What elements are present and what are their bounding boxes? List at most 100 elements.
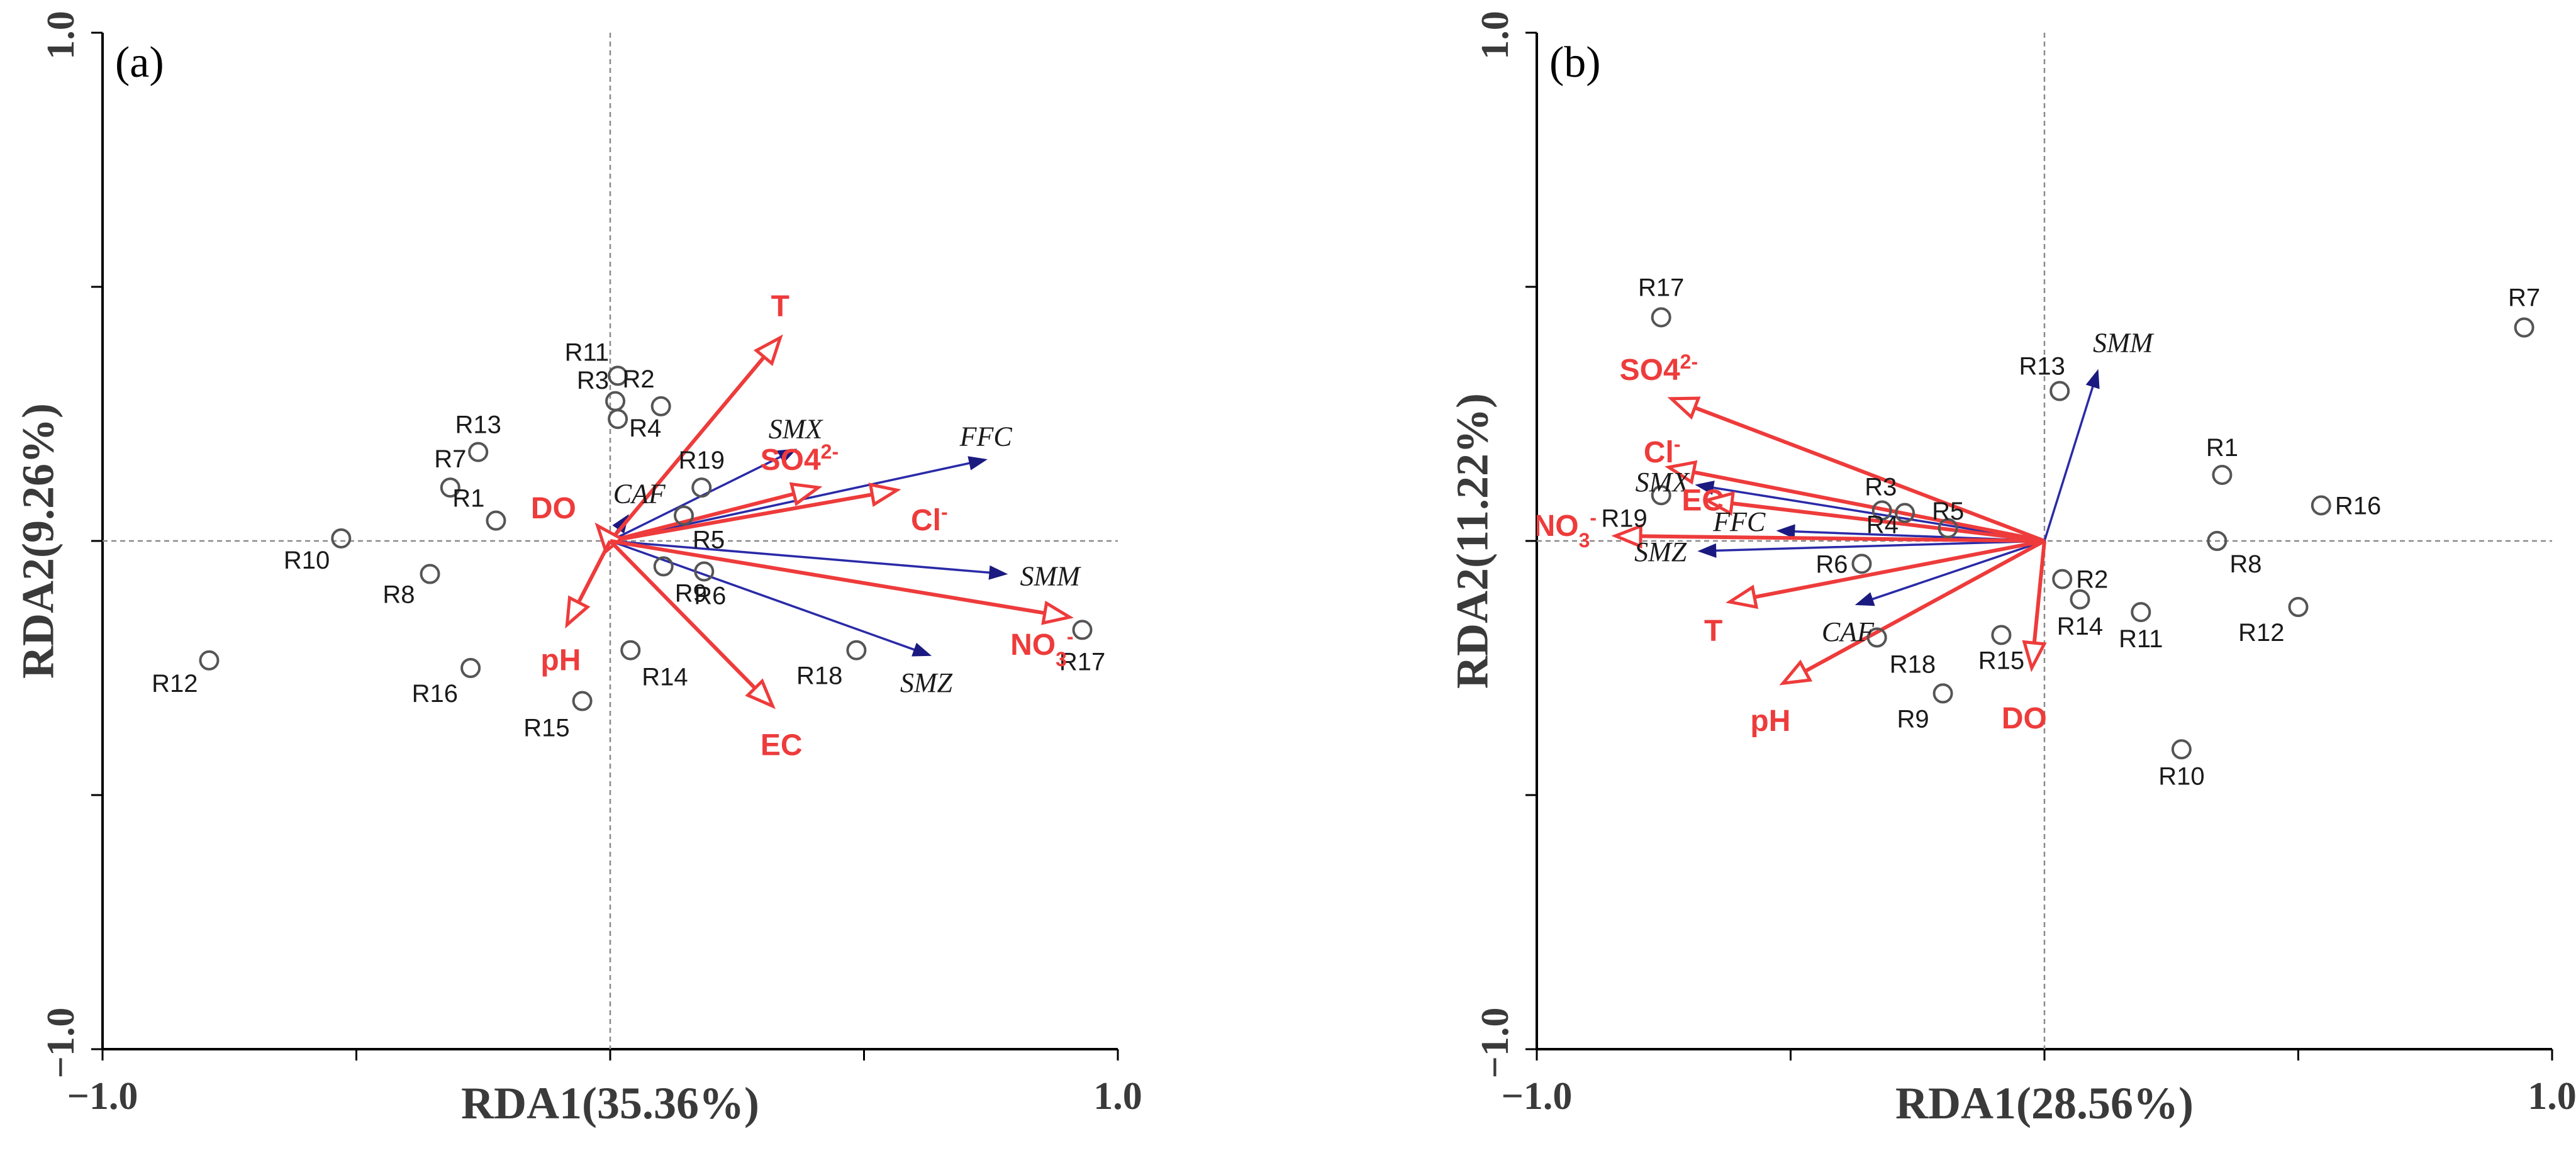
site-point-r5 xyxy=(674,505,694,526)
env-label-cl: Cl- xyxy=(911,501,948,537)
y-axis-title: RDA2(9.26%) xyxy=(13,403,64,679)
site-label-r6: R6 xyxy=(694,582,726,610)
site-point-r2 xyxy=(2052,569,2073,589)
rda-panel-a: −1.0 1.0 1.0 −1.0 RDA1(35.36%) RDA2(9.26%) (a)… xyxy=(13,11,1142,1128)
site-label-r10: R10 xyxy=(284,547,330,574)
env-arrowhead-ec xyxy=(1702,491,1735,516)
env-label-t: T xyxy=(771,290,789,323)
site-point-r14 xyxy=(620,640,641,660)
env-arrowhead-cl xyxy=(868,482,901,508)
env-label-no: NO3- xyxy=(1534,506,1597,552)
site-point-r12 xyxy=(199,650,220,671)
site-point-r18 xyxy=(1866,627,1887,648)
site-point-r19 xyxy=(691,477,712,498)
x-axis-title: RDA1(35.36%) xyxy=(461,1078,759,1128)
env-label-do: DO xyxy=(531,492,576,525)
site-point-r9 xyxy=(653,556,674,577)
y-tick-label-max: 1.0 xyxy=(40,11,82,60)
env-arrowhead-no xyxy=(1041,600,1074,625)
env-vector-so4 xyxy=(1694,406,2046,543)
site-label-r8: R8 xyxy=(2229,550,2261,578)
site-point-r17 xyxy=(1072,620,1093,640)
site-point-r15 xyxy=(1991,625,2012,645)
x-tick-label-min: −1.0 xyxy=(1502,1075,1573,1118)
env-label-cl: Cl- xyxy=(1644,433,1681,469)
site-label-r16: R16 xyxy=(2335,492,2381,520)
y-tick-label-min: −1.0 xyxy=(40,1008,82,1079)
site-label-r17: R17 xyxy=(1638,274,1684,301)
env-label-ec: EC xyxy=(1681,484,1724,517)
ppcp-arrowhead-smm xyxy=(2085,369,2100,389)
site-point-r8 xyxy=(2207,531,2228,551)
site-point-r6 xyxy=(694,561,715,582)
ppcp-vector-caf xyxy=(1871,540,2045,601)
site-point-r7 xyxy=(2514,317,2534,338)
site-label-r9: R9 xyxy=(675,579,707,607)
ppcp-label-smx: SMX xyxy=(1636,467,1691,498)
ppcp-arrowhead-smx xyxy=(1695,481,1715,495)
site-point-r14 xyxy=(2070,589,2090,610)
site-label-r4: R4 xyxy=(629,415,661,442)
site-label-r4: R4 xyxy=(1866,511,1899,539)
site-label-r9: R9 xyxy=(1897,705,1929,733)
site-point-r7 xyxy=(440,477,460,498)
ppcp-label-ffc: FFC xyxy=(1712,506,1766,537)
env-arrowhead-ph xyxy=(565,595,591,629)
site-label-r2: R2 xyxy=(2076,566,2108,594)
site-label-r6: R6 xyxy=(1815,550,1848,578)
ppcp-vector-smz xyxy=(1715,540,2045,552)
site-label-r7: R7 xyxy=(2508,284,2540,312)
x-tick-label-max: 1.0 xyxy=(1093,1075,1142,1118)
plot-content: R1 R2 R3 R4 R5 R6 R7 R8 R9 R10 R11 R12 R13 R14 R15 R16 R… xyxy=(1534,274,2540,790)
site-label-r14: R14 xyxy=(642,664,688,691)
site-point-r9 xyxy=(1932,683,1953,704)
site-label-r11: R11 xyxy=(2119,625,2163,653)
site-point-r17 xyxy=(1651,307,1671,328)
site-label-r3: R3 xyxy=(1865,474,1897,501)
ppcp-label-smz: SMZ xyxy=(1634,537,1687,567)
env-vector-no xyxy=(1641,534,2045,543)
site-label-r16: R16 xyxy=(412,680,458,708)
y-tick-label-min: −1.0 xyxy=(1474,1008,1517,1079)
env-label-ph: pH xyxy=(1750,704,1790,738)
site-label-r13: R13 xyxy=(2019,353,2065,381)
site-label-r15: R15 xyxy=(523,715,569,742)
ppcp-arrowhead-ffc xyxy=(967,456,988,470)
site-point-r16 xyxy=(460,658,481,678)
env-label-so4: SO42- xyxy=(1620,350,1698,387)
site-point-r12 xyxy=(2288,597,2309,618)
site-point-r8 xyxy=(420,564,440,584)
site-label-r19: R19 xyxy=(1601,504,1647,532)
site-label-r12: R12 xyxy=(2238,619,2284,647)
env-vector-do xyxy=(2032,540,2046,643)
site-point-r5 xyxy=(1938,518,1958,538)
site-label-r3: R3 xyxy=(577,367,609,394)
panel-label: (a) xyxy=(115,38,164,87)
ppcp-label-caf: CAF xyxy=(613,479,666,509)
env-label-ec: EC xyxy=(761,729,803,762)
env-vector-so4 xyxy=(610,492,795,543)
env-vector-ph xyxy=(577,540,612,604)
y-axis-title: RDA2(11.22%) xyxy=(1447,393,1498,689)
site-point-r19 xyxy=(1651,485,1671,506)
site-label-r17: R17 xyxy=(1059,648,1105,676)
site-point-r1 xyxy=(2212,464,2233,485)
site-label-r1: R1 xyxy=(452,485,484,513)
site-point-r10 xyxy=(2171,739,2192,760)
env-arrowhead-ph xyxy=(1779,659,1813,686)
site-label-r19: R19 xyxy=(679,447,725,474)
site-point-r4 xyxy=(1895,503,1915,523)
env-vector-t xyxy=(608,355,766,542)
ppcp-label-smx: SMX xyxy=(769,414,824,445)
site-label-r18: R18 xyxy=(796,662,842,690)
panel-label: (b) xyxy=(1549,38,1601,87)
site-label-r2: R2 xyxy=(623,365,655,393)
x-axis-title: RDA1(28.56%) xyxy=(1895,1078,2194,1128)
site-point-r15 xyxy=(572,691,593,711)
ppcp-arrowhead-smz xyxy=(912,642,932,657)
site-label-r18: R18 xyxy=(1890,651,1936,679)
rda-panel-b: −1.0 1.0 1.0 −1.0 RDA1(28.56%) RDA2(11.22%) (b… xyxy=(1447,11,2576,1128)
env-label-no: NO3- xyxy=(1010,625,1073,671)
env-label-ph: pH xyxy=(540,643,581,677)
env-label-do: DO xyxy=(2002,702,2047,735)
